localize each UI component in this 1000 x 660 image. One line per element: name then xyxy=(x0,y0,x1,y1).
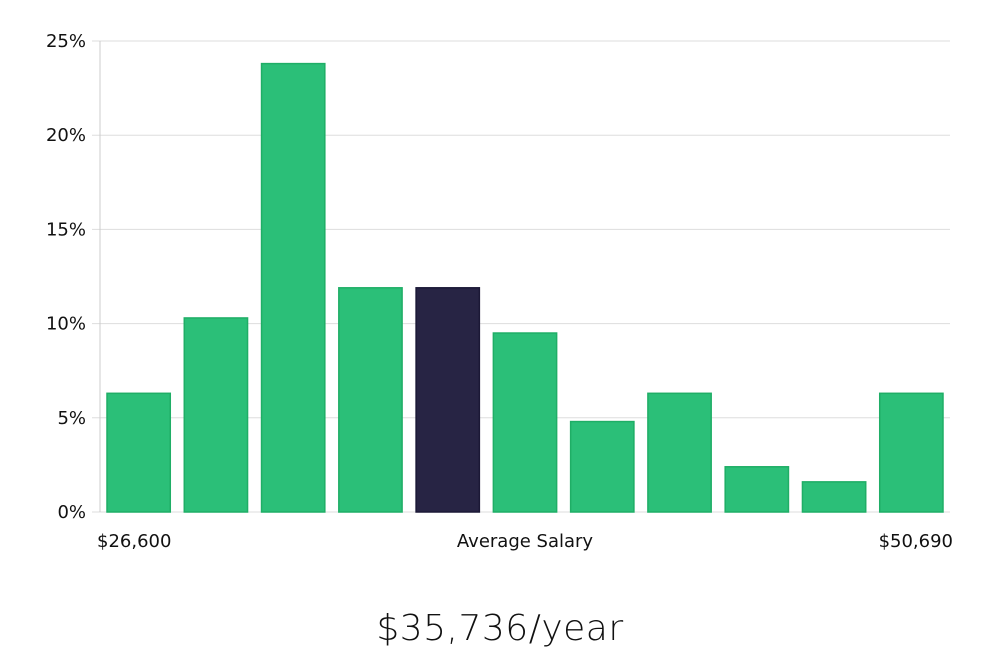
bar xyxy=(878,392,944,513)
bar xyxy=(801,481,867,513)
x-min-label: $26,600 xyxy=(97,531,171,552)
bar xyxy=(647,392,712,513)
y-tick-label: 25% xyxy=(46,31,86,52)
y-tick-label: 5% xyxy=(57,408,86,429)
x-axis-labels: $26,600 Average Salary $50,690 xyxy=(97,531,953,552)
bar xyxy=(338,287,403,513)
y-tick-label: 0% xyxy=(57,502,86,523)
y-tick-label: 15% xyxy=(46,219,86,240)
bar xyxy=(260,62,326,513)
bar xyxy=(106,392,172,513)
bar xyxy=(492,332,558,513)
bar xyxy=(569,420,635,513)
bar xyxy=(183,317,249,513)
x-max-label: $50,690 xyxy=(879,531,953,552)
y-tick-label: 20% xyxy=(46,125,86,146)
x-axis-title: Average Salary xyxy=(457,531,594,552)
average-salary-value: $35,736/year xyxy=(376,608,624,649)
y-tick-label: 10% xyxy=(46,314,86,335)
y-tick-labels: 0% 5% 10% 15% 20% 25% xyxy=(46,31,86,523)
bars xyxy=(106,62,944,513)
bar xyxy=(724,466,790,513)
bar-average-salary xyxy=(415,287,481,513)
salary-histogram: 0% 5% 10% 15% 20% 25% $26,600 Average Salary … xyxy=(46,31,953,552)
